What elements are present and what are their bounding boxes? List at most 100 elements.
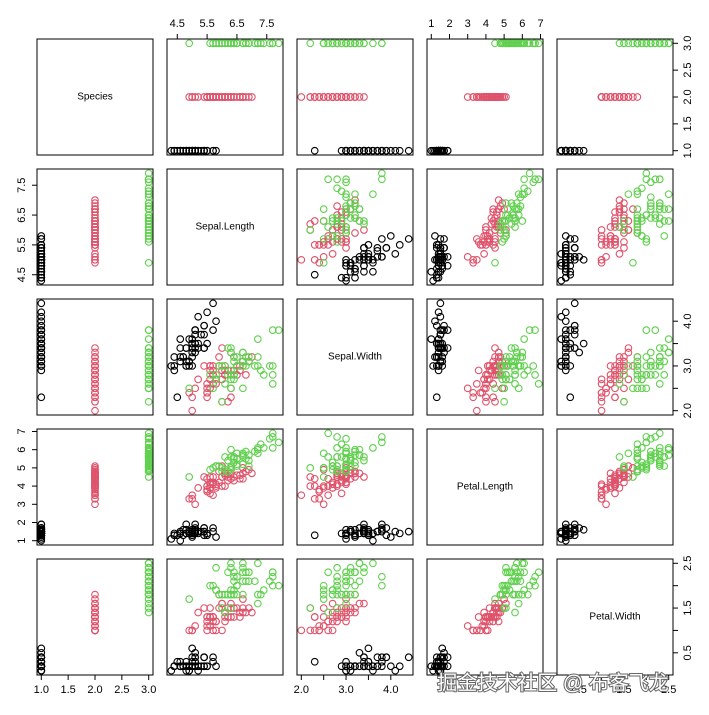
point (91, 491, 99, 500)
point (566, 235, 575, 243)
point (209, 617, 217, 626)
point (200, 93, 208, 101)
y-tick-label: 4 (16, 483, 28, 489)
point (509, 362, 518, 370)
variable-label: Petal.Width (589, 612, 640, 623)
point (333, 238, 341, 246)
point (191, 330, 200, 339)
point (346, 577, 355, 586)
point (469, 93, 478, 101)
point (209, 613, 217, 621)
point (575, 348, 584, 357)
point (509, 590, 518, 599)
point (91, 604, 99, 612)
point (500, 384, 508, 393)
point (642, 438, 651, 447)
point (91, 397, 99, 406)
point (570, 244, 579, 252)
point (144, 397, 153, 406)
point (185, 595, 194, 603)
point (342, 175, 350, 184)
point (472, 406, 481, 415)
point (173, 146, 182, 155)
point (646, 348, 655, 357)
point (351, 568, 359, 577)
point (221, 93, 229, 101)
point (144, 187, 153, 196)
point (520, 586, 528, 594)
point (206, 581, 214, 590)
point (310, 626, 319, 635)
point (557, 362, 566, 370)
point (629, 362, 637, 370)
point (531, 175, 539, 184)
point (212, 93, 220, 101)
point (443, 344, 452, 352)
point (378, 146, 386, 155)
point (37, 662, 46, 671)
point (642, 433, 651, 441)
point (182, 362, 191, 370)
point (351, 581, 359, 590)
point (209, 524, 217, 532)
point (215, 93, 223, 101)
point (561, 317, 570, 326)
x-tick-label: 1.0 (34, 684, 49, 696)
point (611, 480, 619, 489)
y-tick-label: 5 (16, 465, 28, 471)
point (200, 330, 208, 339)
point (259, 444, 268, 452)
point (209, 146, 217, 155)
point (342, 178, 350, 187)
x-tick-label: 0.5 (572, 684, 587, 696)
point (265, 39, 274, 48)
point (342, 193, 350, 202)
point (624, 362, 633, 370)
point (434, 308, 443, 317)
point (91, 590, 99, 599)
point (520, 39, 528, 48)
point (503, 581, 512, 590)
point (91, 220, 99, 228)
point (328, 462, 337, 470)
point (342, 223, 350, 231)
point (624, 344, 633, 352)
point (245, 353, 253, 361)
point (328, 93, 337, 101)
point (502, 229, 510, 237)
point (37, 276, 46, 285)
point (203, 93, 211, 101)
point (37, 258, 46, 267)
point (378, 525, 386, 534)
point (570, 252, 579, 261)
point (507, 199, 516, 207)
point (660, 39, 669, 48)
point (221, 380, 229, 388)
point (310, 146, 319, 155)
point (265, 362, 274, 370)
point (487, 220, 496, 228)
point (306, 464, 315, 472)
point (233, 362, 241, 370)
point (209, 384, 217, 393)
point (319, 586, 328, 594)
point (561, 348, 570, 357)
point (346, 590, 355, 599)
point (620, 217, 628, 225)
point (566, 362, 575, 370)
point (200, 321, 208, 330)
point (209, 626, 217, 635)
point (209, 480, 217, 489)
point (369, 267, 377, 276)
point (333, 462, 341, 470)
point (513, 559, 521, 568)
point (620, 353, 628, 361)
point (268, 371, 277, 379)
point (170, 662, 179, 671)
point (342, 454, 350, 463)
y-tick-label: 4.5 (16, 267, 28, 282)
point (513, 39, 521, 48)
point (144, 344, 153, 352)
point (651, 371, 660, 379)
point (346, 462, 355, 470)
